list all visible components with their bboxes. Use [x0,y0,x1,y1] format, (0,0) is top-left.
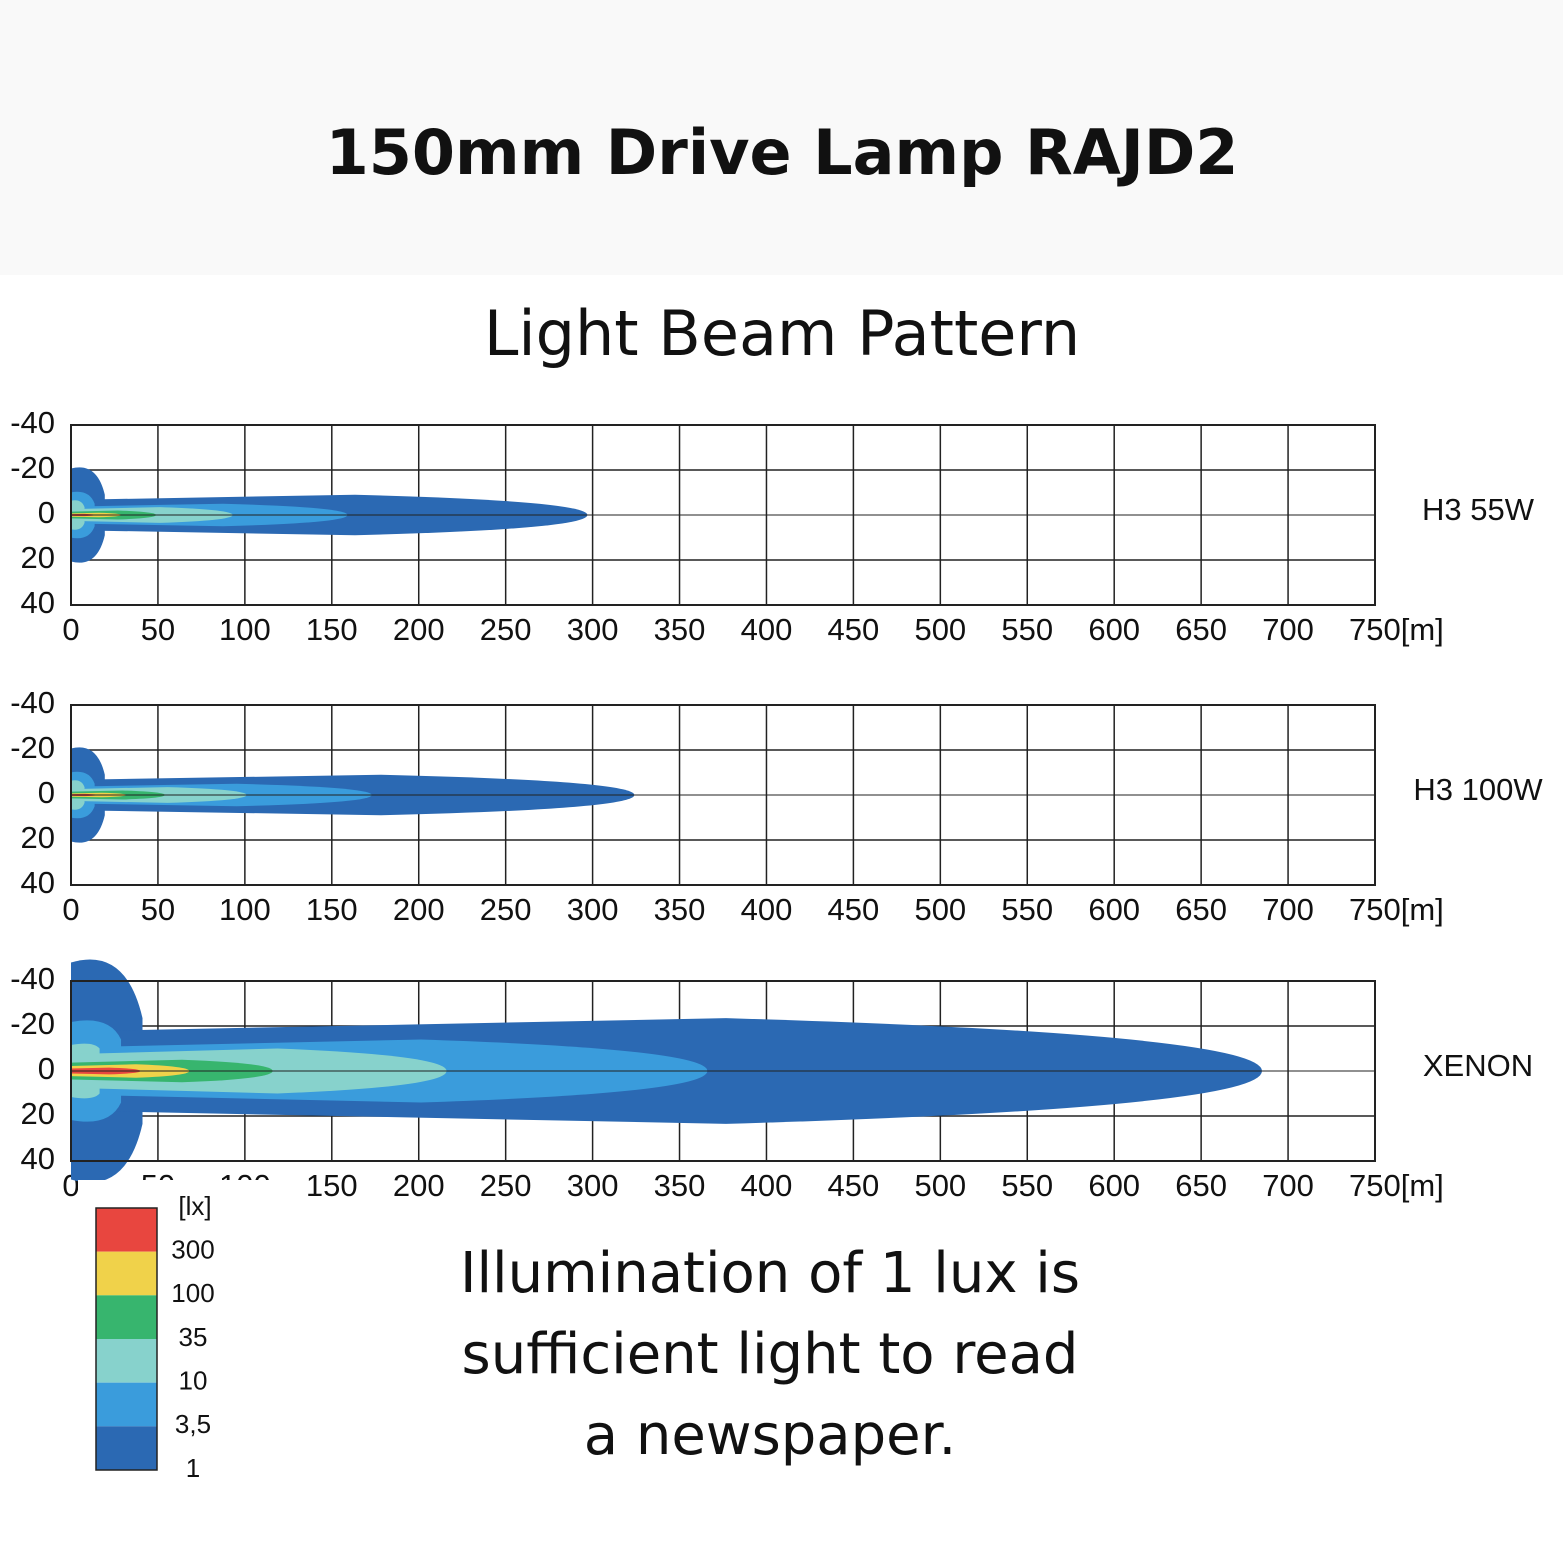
x-tick-label: 250 [480,612,532,647]
y-tick-label: -20 [10,450,55,485]
x-tick-label: 550 [1001,892,1053,927]
title: 150mm Drive Lamp RAJD2 [326,116,1239,189]
y-tick-label: -20 [10,1006,55,1041]
legend-unit: [lx] [178,1191,211,1221]
legend-label: 100 [171,1278,214,1308]
y-tick-label: -40 [10,685,55,720]
x-tick-label: 450 [828,892,880,927]
y-tick-label: -20 [10,730,55,765]
x-tick-label: 750[m] [1349,892,1444,927]
y-tick-label: 0 [38,495,55,530]
legend-label: 3,5 [175,1409,211,1439]
x-tick-label: 200 [393,1168,445,1203]
x-tick-label: 0 [62,612,79,647]
plot-frame [70,424,1376,606]
x-tick-label: 50 [141,892,175,927]
x-tick-label: 400 [741,1168,793,1203]
y-tick-label: 0 [38,1051,55,1086]
x-tick-label: 600 [1088,612,1140,647]
legend-label: 300 [171,1235,214,1265]
legend-swatch [96,1339,157,1383]
plot-frame [70,980,1376,1162]
x-tick-label: 300 [567,892,619,927]
x-tick-label: 0 [62,892,79,927]
y-tick-label: -40 [10,961,55,996]
note-line: Illumination of 1 lux is [460,1241,1080,1306]
x-tick-label: 750[m] [1349,1168,1444,1203]
series-label: H3 55W [1422,492,1535,527]
x-tick-label: 650 [1175,1168,1227,1203]
x-tick-label: 300 [567,1168,619,1203]
subtitle: Light Beam Pattern [484,297,1080,370]
x-tick-label: 650 [1175,612,1227,647]
x-tick-label: 300 [567,612,619,647]
legend-swatch [96,1382,157,1427]
x-tick-label: 600 [1088,892,1140,927]
x-tick-label: 200 [393,892,445,927]
x-tick-label: 600 [1088,1168,1140,1203]
x-tick-label: 500 [914,1168,966,1203]
x-tick-label: 550 [1001,612,1053,647]
y-tick-label: 40 [21,865,55,900]
x-tick-label: 450 [828,1168,880,1203]
x-tick-label: 450 [828,612,880,647]
y-tick-label: 20 [21,820,55,855]
y-tick-label: 0 [38,775,55,810]
legend-swatch [96,1208,157,1252]
y-tick-label: 40 [21,1141,55,1176]
x-tick-label: 200 [393,612,445,647]
header-band [0,0,1563,275]
x-tick-label: 100 [219,892,271,927]
x-tick-label: 650 [1175,892,1227,927]
legend-swatch [96,1295,157,1339]
x-tick-label: 50 [141,612,175,647]
legend-border [95,1207,158,1471]
x-tick-label: 350 [654,1168,706,1203]
x-tick-label: 350 [654,612,706,647]
x-tick-label: 400 [741,892,793,927]
x-tick-label: 500 [914,612,966,647]
legend-label: 10 [179,1366,208,1396]
x-tick-label: 350 [654,892,706,927]
x-tick-label: 700 [1262,1168,1314,1203]
series-label: XENON [1423,1048,1533,1083]
legend-label: 35 [179,1322,208,1352]
x-tick-label: 100 [219,612,271,647]
y-tick-label: 20 [21,540,55,575]
legend-label: 1 [186,1453,200,1483]
y-tick-label: 20 [21,1096,55,1131]
y-tick-label: 40 [21,585,55,620]
x-tick-label: 150 [306,892,358,927]
x-tick-label: 700 [1262,612,1314,647]
note-line: a newspaper. [584,1403,957,1468]
x-tick-label: 500 [914,892,966,927]
note-line: sufficient light to read [462,1322,1079,1387]
legend-swatch [96,1426,157,1470]
series-label: H3 100W [1413,772,1543,807]
plot-frame [70,704,1376,886]
x-tick-label: 250 [480,892,532,927]
y-tick-label: -40 [10,405,55,440]
x-tick-label: 250 [480,1168,532,1203]
x-tick-label: 550 [1001,1168,1053,1203]
x-tick-label: 750[m] [1349,612,1444,647]
legend-swatch [96,1251,157,1296]
x-tick-label: 150 [306,612,358,647]
x-tick-label: 700 [1262,892,1314,927]
x-tick-label: 150 [306,1168,358,1203]
x-tick-label: 400 [741,612,793,647]
